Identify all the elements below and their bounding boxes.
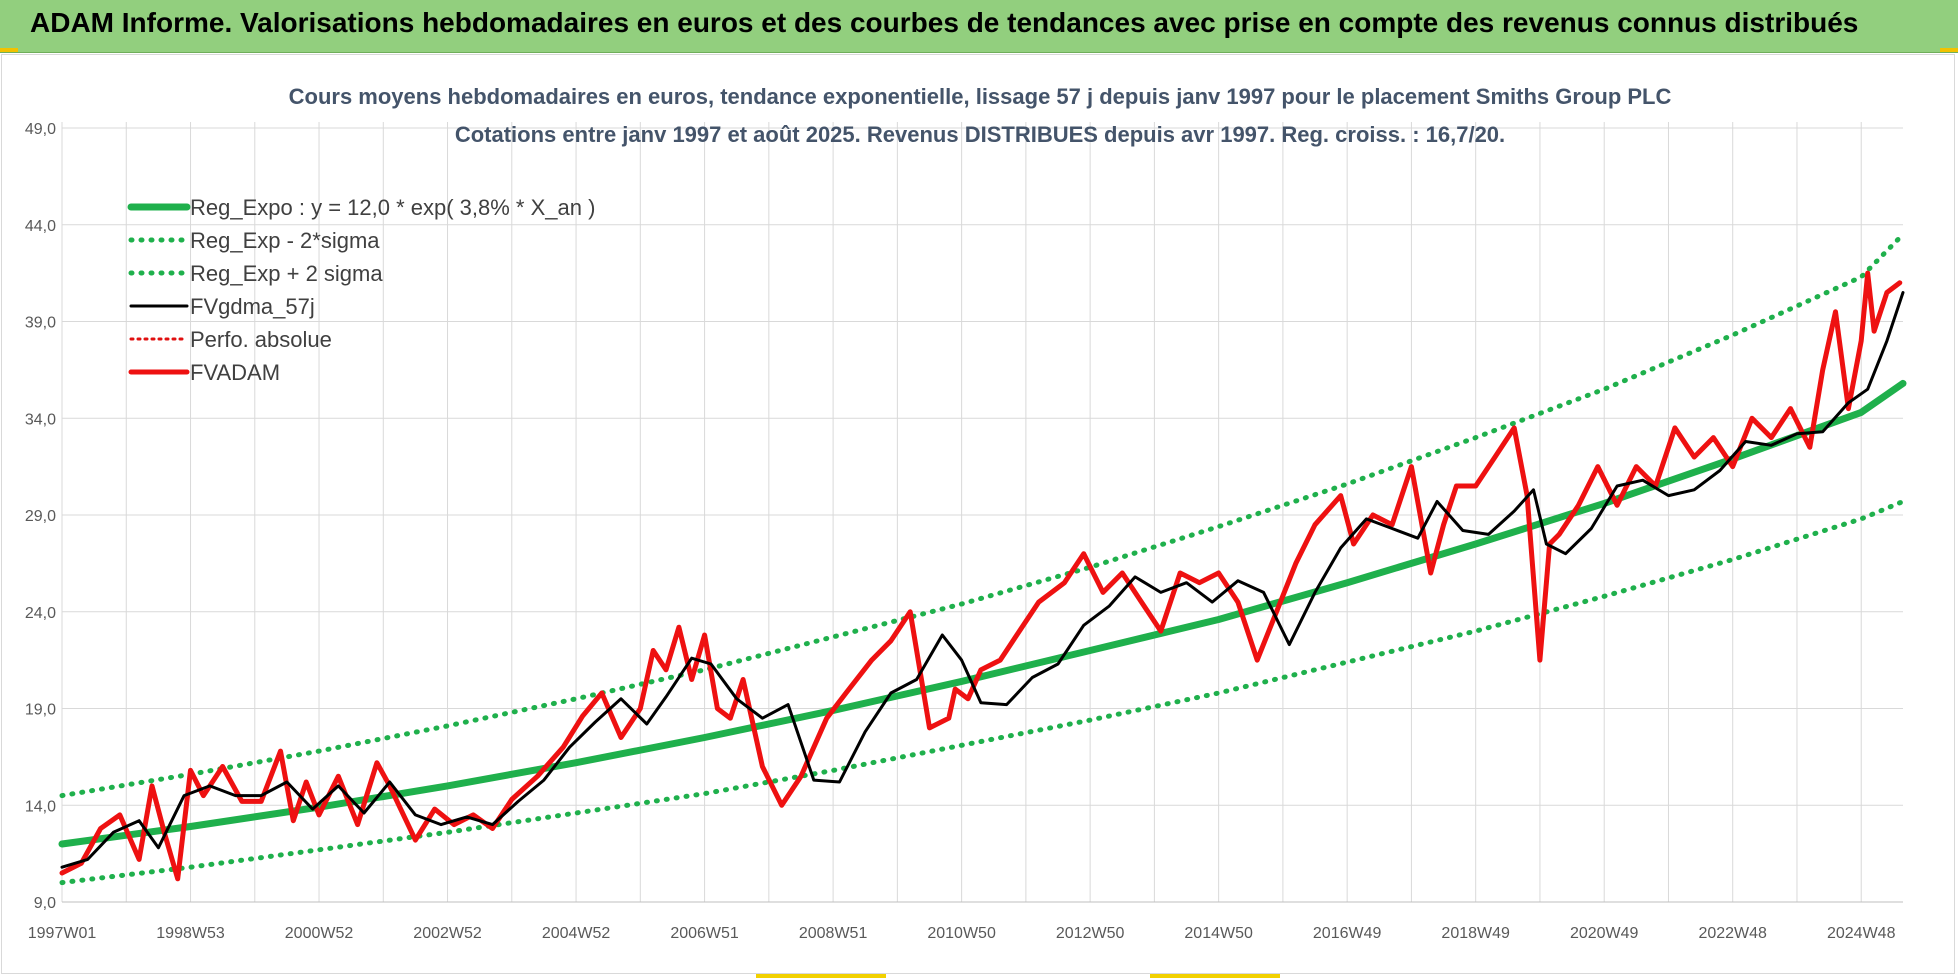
x-tick-label: 2000W52 — [285, 925, 354, 942]
legend: Reg_Expo : y = 12,0 * exp( 3,8% * X_an )… — [127, 195, 595, 385]
series — [58, 231, 1907, 886]
y-tick-label: 9,0 — [34, 895, 56, 912]
x-tick-label: 2008W51 — [799, 925, 868, 942]
chart-frame — [1, 54, 1955, 974]
chart-title: Cours moyens hebdomadaires en euros, ten… — [289, 84, 1672, 109]
x-tick-label: 2016W49 — [1313, 925, 1382, 942]
x-tick-label: 1998W53 — [156, 925, 225, 942]
x-tick-label: 2020W49 — [1570, 925, 1639, 942]
y-tick-label: 29,0 — [25, 508, 56, 525]
legend-label: Reg_Expo : y = 12,0 * exp( 3,8% * X_an ) — [190, 195, 595, 220]
x-tick-label: 2024W48 — [1827, 925, 1896, 942]
legend-label: FVgdma_57j — [190, 294, 315, 319]
series-fvadam — [59, 270, 1903, 882]
x-tick-label: 2012W50 — [1056, 925, 1125, 942]
x-tick-label: 2014W50 — [1184, 925, 1253, 942]
legend-label: Perfo. absolue — [190, 327, 332, 352]
x-tick-label: 1997W01 — [28, 925, 97, 942]
y-tick-label: 34,0 — [25, 411, 56, 428]
bottom-tab-2 — [1150, 974, 1280, 978]
corner-mark-right — [1940, 48, 1958, 52]
x-tick-label: 2002W52 — [413, 925, 482, 942]
x-tick-label: 2010W50 — [927, 925, 996, 942]
bottom-tab-1 — [756, 974, 886, 978]
corner-mark-left — [0, 48, 18, 52]
y-tick-label: 39,0 — [25, 315, 56, 332]
chart-subtitle: Cotations entre janv 1997 et août 2025. … — [455, 122, 1505, 147]
legend-label: FVADAM — [190, 360, 280, 385]
x-tick-label: 2022W48 — [1698, 925, 1767, 942]
y-tick-label: 44,0 — [25, 218, 56, 235]
series-reg-expo — [58, 379, 1907, 848]
legend-label: Reg_Exp + 2 sigma — [190, 261, 383, 286]
series-reg-exp-plus-2sigma — [59, 231, 1906, 799]
y-tick-label: 14,0 — [25, 798, 56, 815]
y-tick-label: 49,0 — [25, 121, 56, 138]
x-axis-ticks: 1997W01 1998W53 2000W52 2002W52 2004W52 2006W… — [28, 925, 1896, 942]
y-tick-label: 24,0 — [25, 605, 56, 622]
legend-label: Reg_Exp - 2*sigma — [190, 228, 380, 253]
series-reg-exp-minus-2sigma — [59, 499, 1906, 886]
y-tick-label: 19,0 — [25, 702, 56, 719]
header-banner: ADAM Informe. Valorisations hebdomadaire… — [0, 0, 1958, 53]
x-tick-label: 2018W49 — [1441, 925, 1510, 942]
header-title: ADAM Informe. Valorisations hebdomadaire… — [30, 7, 1859, 38]
x-tick-label: 2004W52 — [542, 925, 611, 942]
x-tick-label: 2006W51 — [670, 925, 739, 942]
series-fvgdma-57j — [60, 291, 1905, 869]
y-axis-ticks: 9,0 14,0 19,0 24,0 29,0 34,0 39,0 44,0 49,0 — [25, 121, 56, 912]
